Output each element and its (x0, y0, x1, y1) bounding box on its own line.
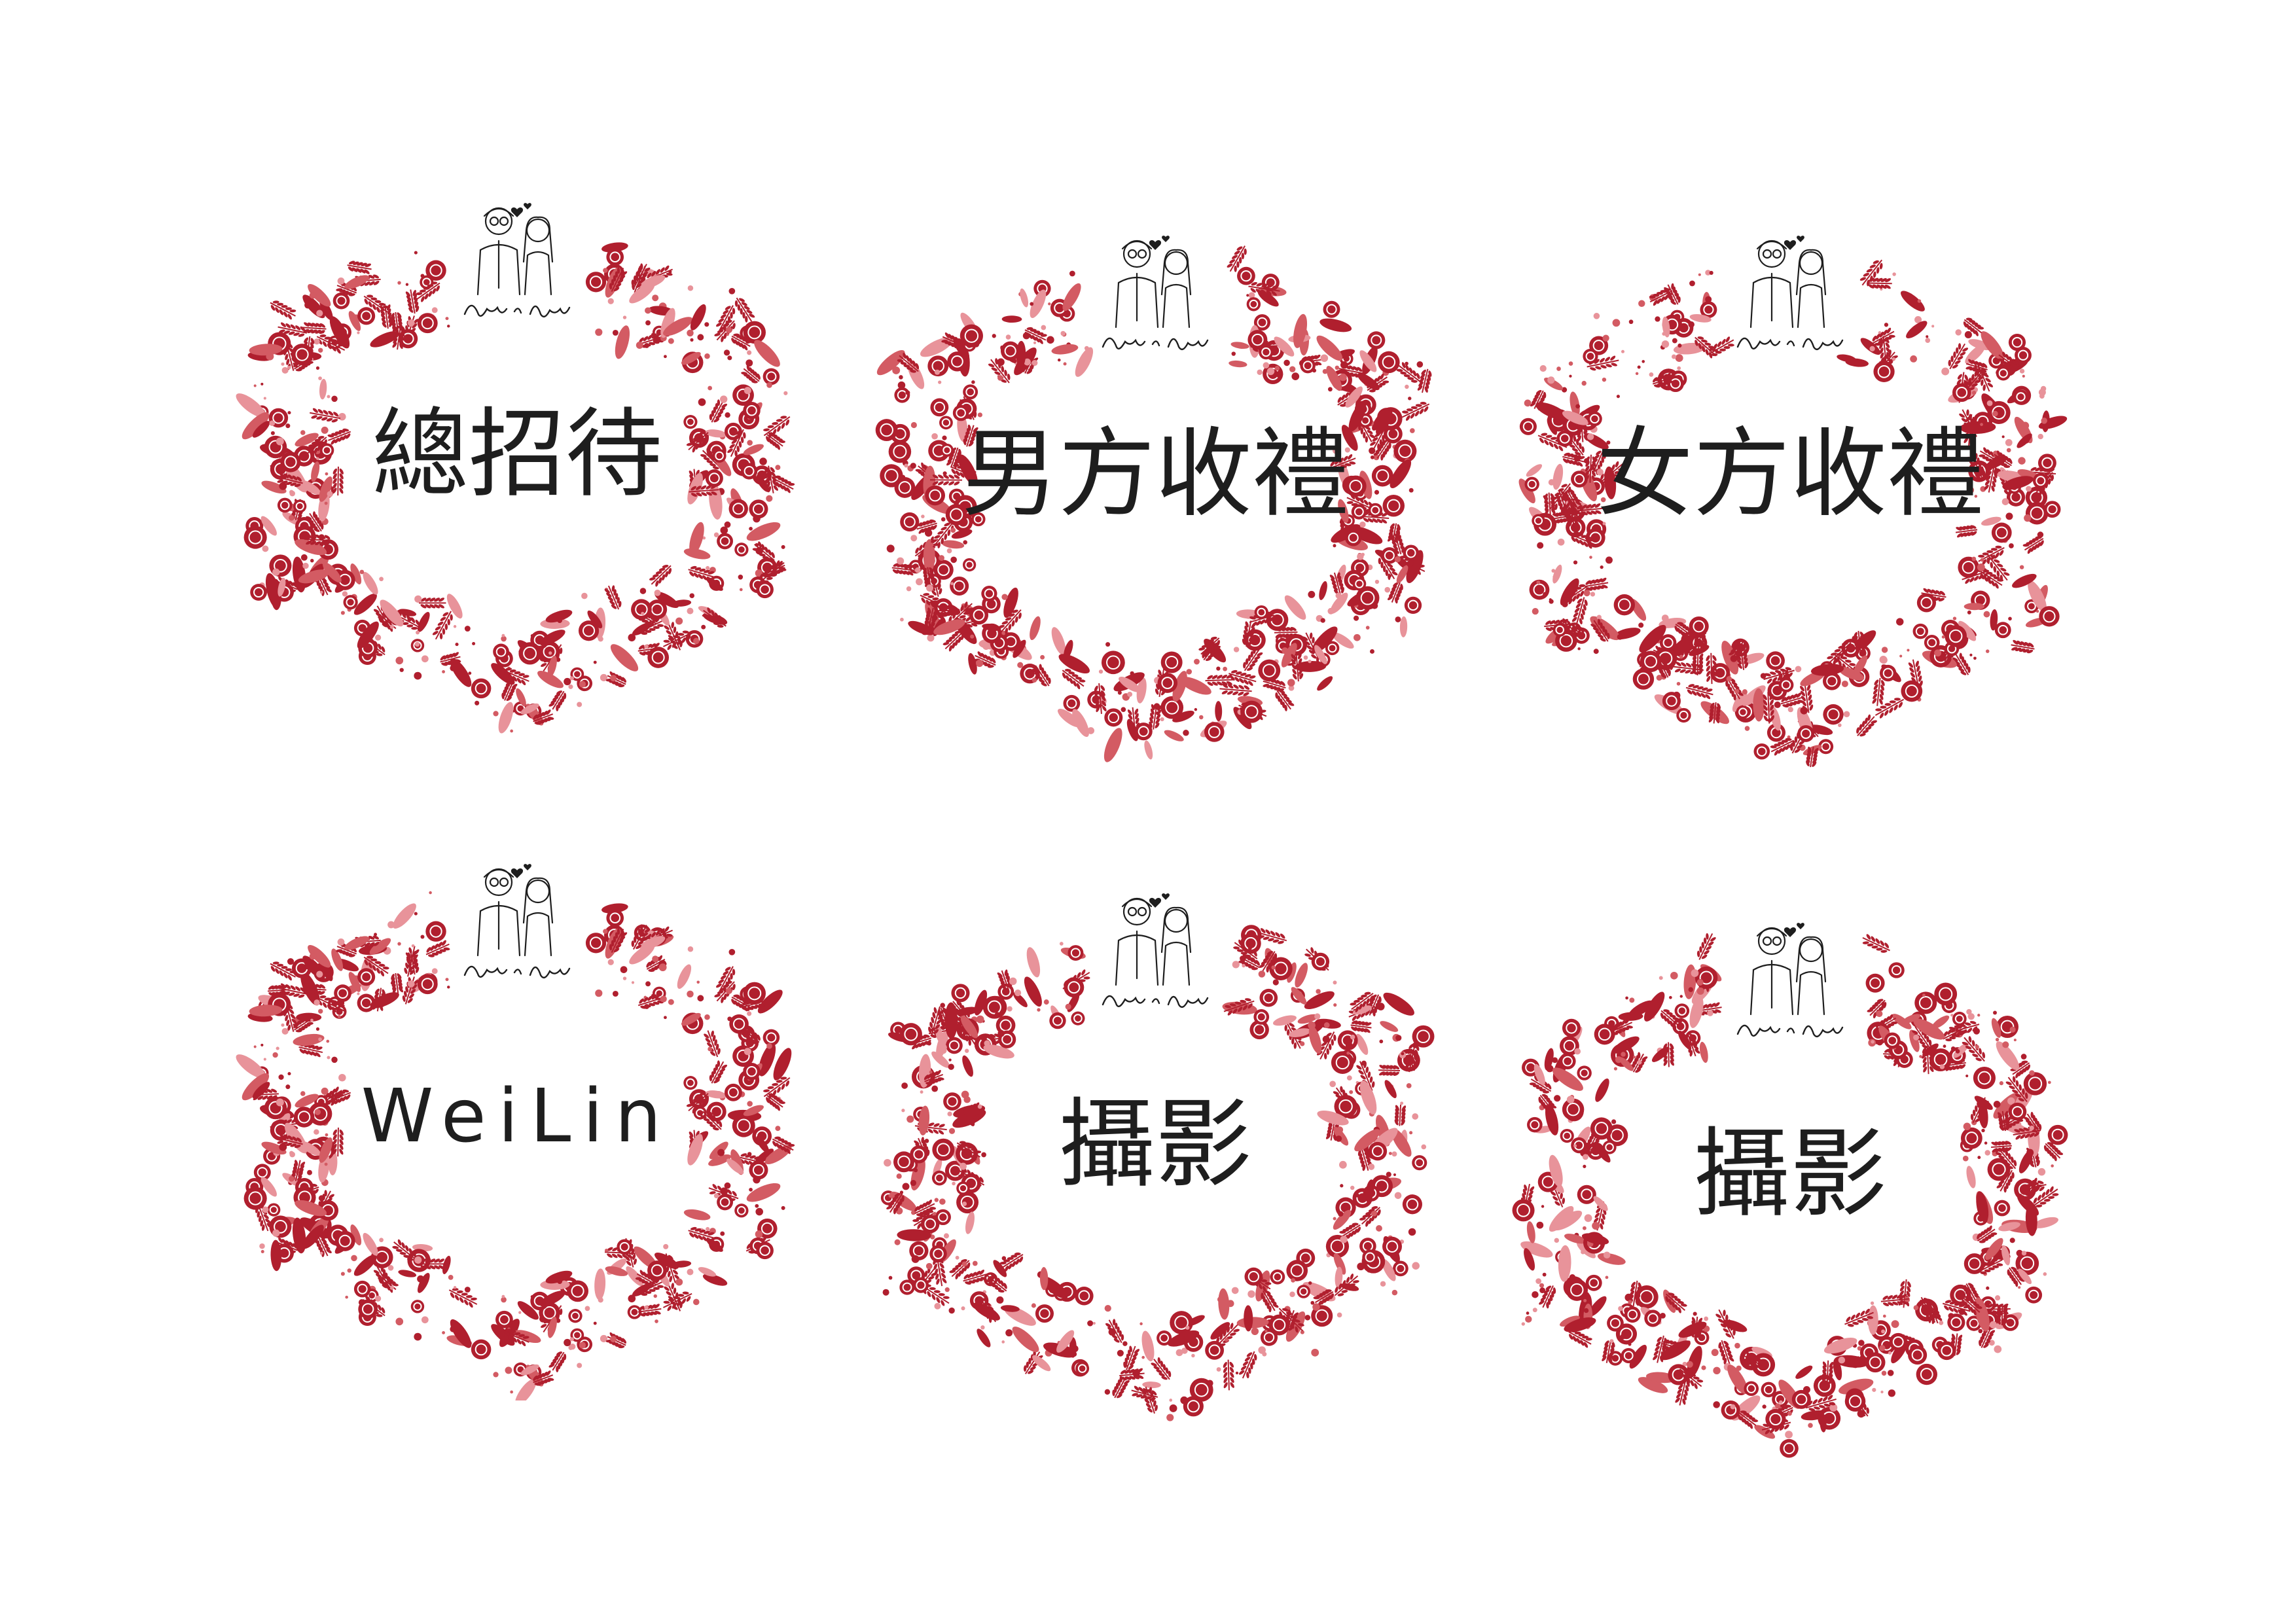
floral-hexagon-frame (236, 242, 795, 734)
floral-hexagon-frame (875, 245, 1432, 762)
signature-logo (1102, 337, 1209, 351)
signature-logo (1736, 337, 1844, 351)
signature-logo (463, 304, 571, 318)
couple-illustration (1115, 893, 1192, 986)
sign-label: WeiLin (361, 1074, 673, 1159)
sign-label: 總招待 (372, 398, 662, 510)
sign-label: 男方收禮 (961, 418, 1349, 530)
sign-card-6: 攝影 (1509, 897, 2072, 1459)
sign-card-3: 女方收禮 (1509, 209, 2072, 772)
sign-label: 攝影 (1693, 1118, 1887, 1230)
floral-hexagon-frame (880, 925, 1435, 1421)
floral-hexagon-frame (236, 891, 795, 1400)
couple-illustration (476, 864, 554, 957)
sign-label: 攝影 (1058, 1088, 1252, 1201)
floral-hexagon-frame (1518, 259, 2068, 768)
sign-card-1: 總招待 (236, 177, 798, 740)
couple-illustration (1749, 923, 1827, 1016)
sign-card-4: WeiLin (236, 838, 798, 1400)
signature-logo (463, 965, 571, 979)
floral-hexagon-frame (1512, 933, 2068, 1458)
sign-label: 女方收禮 (1596, 418, 1984, 530)
couple-illustration (476, 203, 554, 296)
couple-illustration (1749, 236, 1827, 329)
sign-card-2: 男方收禮 (874, 209, 1437, 772)
signature-logo (1736, 1024, 1844, 1038)
signature-logo (1102, 995, 1209, 1008)
sign-card-5: 攝影 (874, 867, 1437, 1430)
couple-illustration (1115, 236, 1192, 329)
